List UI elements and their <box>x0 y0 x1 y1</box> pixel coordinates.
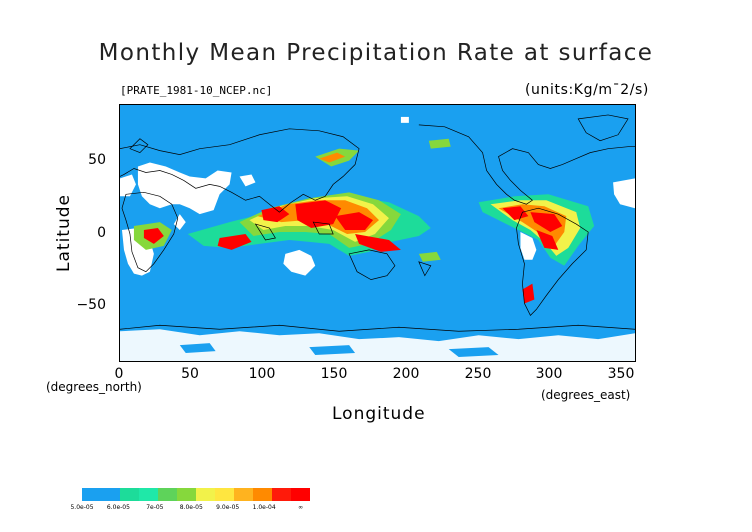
x-tick-label: 150 <box>320 366 348 382</box>
y-axis-title: Latitude <box>54 194 74 272</box>
colorbar-swatch <box>82 488 101 501</box>
x-tick-label: 350 <box>607 366 635 382</box>
x-axis-title: Longitude <box>332 404 426 424</box>
coastlines <box>120 114 635 332</box>
colorbar-level-label: 9.0e-05 <box>216 504 240 511</box>
units-label: (units:Kg/m¯2/s) <box>525 82 649 98</box>
colorbar <box>82 488 310 501</box>
colorbar-swatch <box>215 488 234 501</box>
colorbar-swatch <box>291 488 310 501</box>
y-tick-label: 50 <box>88 152 106 168</box>
missing-data-regions <box>120 116 635 361</box>
x-tick-label: 200 <box>392 366 420 382</box>
x-axis-unit: (degrees_east) <box>541 388 631 402</box>
map-title: Monthly Mean Precipitation Rate at surfa… <box>98 40 654 66</box>
precipitation-bands <box>133 138 595 304</box>
precipitation-map <box>119 104 636 362</box>
colorbar-swatch <box>272 488 291 501</box>
colorbar-swatch <box>139 488 158 501</box>
colorbar-swatch <box>234 488 253 501</box>
colorbar-swatch <box>120 488 139 501</box>
colorbar-level-label: 6.0e-05 <box>106 504 130 511</box>
colorbar-level-label: 8.0e-05 <box>179 504 203 511</box>
colorbar-level-label: ∞ <box>298 504 304 511</box>
y-tick-label: 0 <box>97 225 106 241</box>
y-tick-label: −50 <box>76 297 106 313</box>
x-tick-label: 0 <box>114 366 124 382</box>
colorbar-level-label: 5.0e-05 <box>70 504 94 511</box>
x-tick-label: 250 <box>464 366 492 382</box>
colorbar-swatch <box>158 488 177 501</box>
file-label: [PRATE_1981-10_NCEP.nc] <box>120 84 273 97</box>
colorbar-swatch <box>101 488 120 501</box>
colorbar-level-label: 1.0e-04 <box>252 504 276 511</box>
colorbar-level-label: 7e-05 <box>146 504 164 511</box>
colorbar-swatch <box>196 488 215 501</box>
colorbar-swatch <box>253 488 272 501</box>
x-tick-label: 100 <box>248 366 276 382</box>
colorbar-swatch <box>177 488 196 501</box>
y-axis-unit: (degrees_north) <box>46 380 142 394</box>
x-tick-label: 50 <box>181 366 199 382</box>
x-tick-label: 300 <box>535 366 563 382</box>
